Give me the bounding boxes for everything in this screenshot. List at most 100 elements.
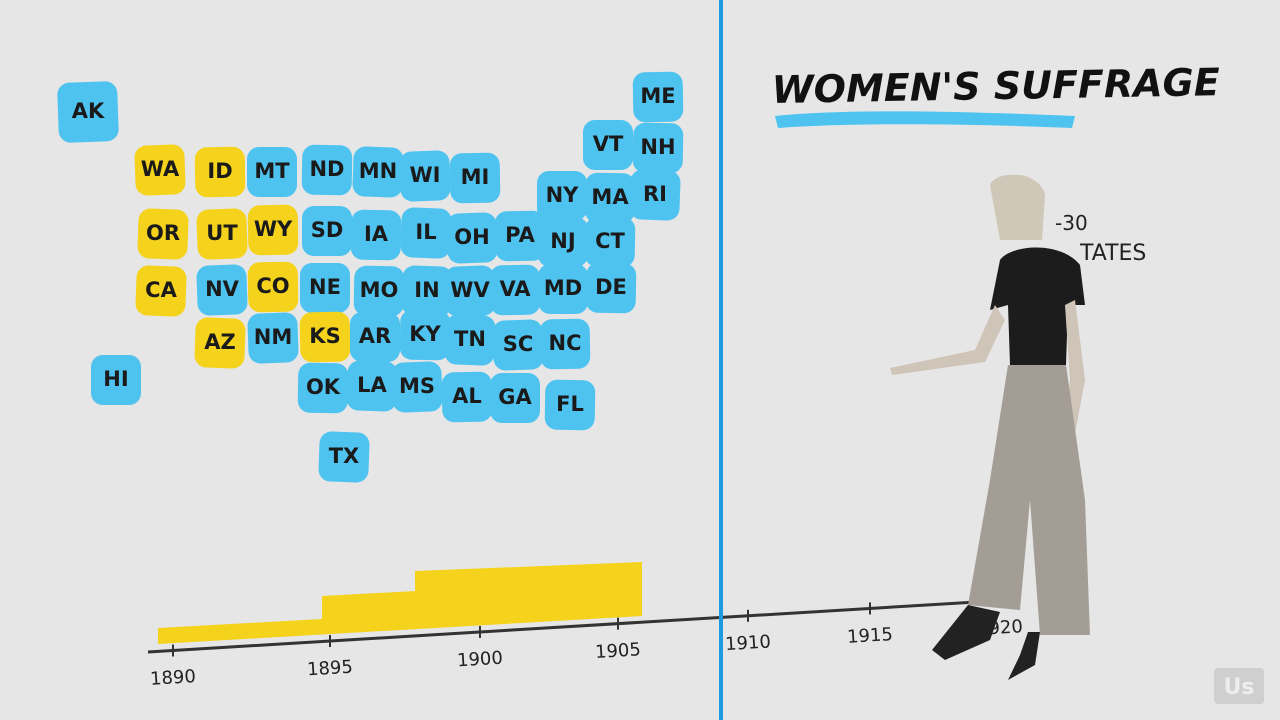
state-shape — [196, 264, 248, 316]
state-shape — [194, 317, 246, 369]
state-label: CO — [256, 274, 289, 298]
state-label: PA — [505, 223, 535, 247]
state-label: MN — [359, 159, 397, 183]
state-shape — [194, 146, 246, 198]
state-shape — [247, 312, 299, 364]
state-tile: KS — [299, 311, 351, 363]
state-shape — [299, 311, 351, 363]
state-shape — [353, 265, 405, 317]
state-label: OR — [146, 221, 180, 245]
state-tile: KY — [399, 309, 451, 361]
state-shape — [544, 379, 596, 431]
state-tile: MO — [353, 265, 405, 317]
state-tile: ID — [194, 146, 246, 198]
logo: Us — [1214, 668, 1264, 704]
state-tile: IA — [350, 209, 402, 261]
state-label: UT — [206, 221, 238, 245]
state-shape — [444, 265, 496, 317]
state-label: AL — [452, 384, 482, 408]
state-shape — [585, 262, 637, 314]
state-shape — [247, 261, 299, 313]
timeline-tick-label: 1910 — [724, 631, 771, 655]
state-tile: OR — [137, 208, 189, 260]
state-shape — [318, 431, 370, 483]
state-tile: ME — [632, 71, 684, 123]
state-tile: CO — [247, 261, 299, 313]
state-tile: MD — [538, 264, 588, 314]
state-label: AK — [72, 99, 105, 123]
title-underline — [775, 111, 1075, 128]
state-label: NE — [309, 275, 341, 299]
state-shape — [490, 373, 540, 423]
state-tile: PA — [494, 210, 546, 262]
state-shape — [346, 360, 398, 412]
state-shape — [399, 309, 451, 361]
state-tile: MN — [352, 146, 404, 198]
state-tile: AL — [441, 371, 493, 423]
state-tile: DE — [585, 262, 637, 314]
state-label: NM — [254, 325, 292, 349]
state-label: SD — [311, 218, 344, 242]
state-tile: MS — [391, 361, 443, 413]
state-tile: TN — [444, 314, 496, 366]
state-tile: NH — [632, 122, 684, 174]
state-shape — [449, 152, 501, 204]
state-label: GA — [498, 385, 532, 409]
state-shape — [350, 312, 400, 362]
state-label: OH — [454, 225, 489, 249]
state-tile: TX — [318, 431, 370, 483]
state-shape — [135, 265, 187, 317]
state-shape — [137, 208, 189, 260]
state-tile: CT — [584, 216, 636, 268]
state-shape — [302, 206, 352, 256]
state-tile: VT — [583, 120, 633, 170]
count-label: -30 — [1055, 211, 1088, 235]
state-shape — [352, 146, 404, 198]
state-shape — [632, 122, 684, 174]
state-label: NH — [640, 135, 675, 159]
state-label: MA — [591, 185, 629, 209]
state-label: KY — [409, 322, 441, 346]
state-label: ME — [640, 84, 675, 108]
title: WOMEN'S SUFFRAGE — [771, 60, 1220, 112]
state-label: IA — [364, 222, 389, 246]
timeline-bars — [158, 562, 642, 644]
timeline-tick-label: 1900 — [456, 648, 503, 672]
state-shape — [538, 264, 588, 314]
state-label: MS — [399, 374, 435, 398]
timeline-tick-label: 1915 — [846, 624, 893, 648]
state-label: HI — [103, 367, 128, 391]
state-shape — [489, 264, 541, 316]
state-label: LA — [357, 373, 387, 397]
timeline-tick-label: 1895 — [306, 657, 353, 681]
state-shape — [300, 263, 350, 313]
state-shape — [629, 169, 681, 221]
state-label: ND — [309, 157, 344, 181]
state-label: TX — [329, 444, 360, 468]
state-tile: NV — [196, 264, 248, 316]
state-tile: MT — [247, 147, 297, 197]
state-label: RI — [643, 182, 667, 206]
state-tile: ND — [301, 144, 353, 196]
state-shape — [444, 314, 496, 366]
state-tile: OH — [446, 212, 498, 264]
state-label: CT — [595, 229, 625, 253]
state-label: NC — [549, 331, 582, 355]
state-tile: MA — [584, 172, 636, 224]
state-tile: NM — [247, 312, 299, 364]
state-tile: VA — [489, 264, 541, 316]
state-label: VT — [593, 132, 624, 156]
state-tile: GA — [490, 373, 540, 423]
state-tile: AR — [350, 312, 400, 362]
state-label: VA — [499, 277, 531, 301]
state-label: DE — [595, 275, 627, 299]
state-tile: MI — [449, 152, 501, 204]
state-label: TN — [454, 327, 486, 351]
timeline-axis — [147, 598, 1011, 654]
state-shape — [301, 144, 353, 196]
state-label: WY — [254, 217, 293, 241]
state-tile: WA — [134, 144, 186, 196]
state-label: NV — [205, 277, 240, 301]
